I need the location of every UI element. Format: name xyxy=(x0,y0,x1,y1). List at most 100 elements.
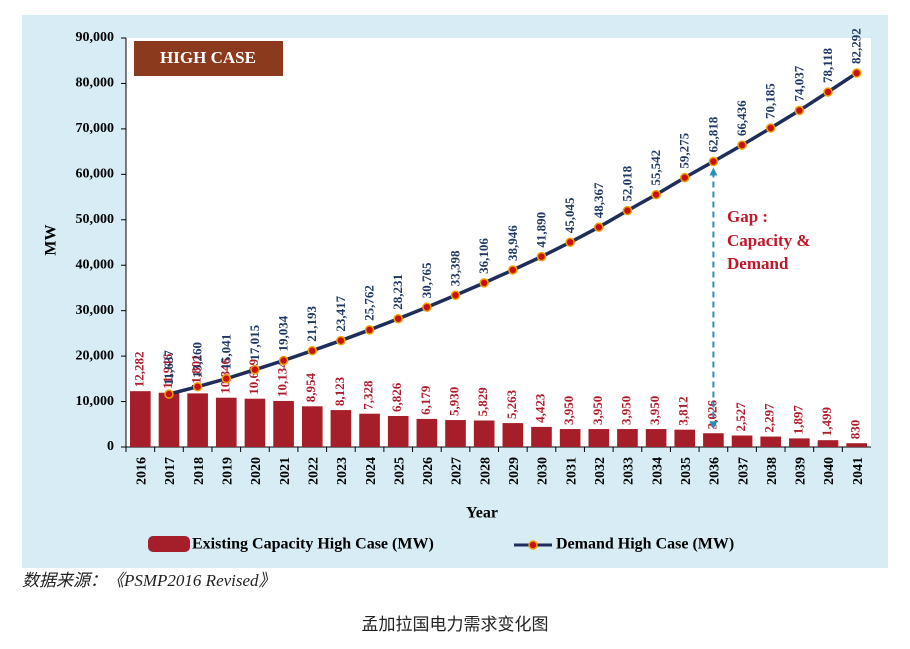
bar xyxy=(416,418,438,447)
line-value-label: 41,890 xyxy=(533,212,548,248)
x-tick-label: 2032 xyxy=(593,457,608,485)
legend-label: Demand High Case (MW) xyxy=(556,536,734,553)
caption: 孟加拉国电力需求变化图 xyxy=(362,615,549,635)
legend-swatch-bar xyxy=(148,536,190,552)
bar xyxy=(588,429,610,447)
x-tick-label: 2027 xyxy=(450,457,465,485)
line-value-label: 38,946 xyxy=(505,225,520,261)
bar-value-label: 3,950 xyxy=(618,396,633,425)
bar xyxy=(617,429,638,447)
x-tick-label: 2023 xyxy=(335,457,350,485)
x-tick-label: 2030 xyxy=(536,457,551,485)
bar xyxy=(301,406,323,447)
bar xyxy=(559,429,581,447)
line-marker xyxy=(250,364,260,375)
x-tick-label: 2019 xyxy=(221,457,236,485)
line-marker xyxy=(594,222,604,232)
source: 数据来源：《PSMP2016 Revised》 xyxy=(22,571,276,590)
bar-value-label: 2,297 xyxy=(762,403,777,433)
x-tick-label: 2031 xyxy=(564,457,579,485)
bar-value-label: 1,499 xyxy=(819,406,834,436)
bar xyxy=(531,426,552,447)
line-value-label: 15,041 xyxy=(218,334,233,370)
line-marker xyxy=(393,313,403,324)
bar xyxy=(817,440,839,447)
x-tick-label: 2034 xyxy=(650,457,665,485)
line-value-label: 48,367 xyxy=(591,182,606,218)
y-tick-label: 20,000 xyxy=(76,348,115,363)
bar-value-label: 4,423 xyxy=(532,393,547,423)
bar-value-label: 10,134 xyxy=(275,361,290,397)
y-tick-label: 30,000 xyxy=(76,303,115,318)
line-value-label: 59,275 xyxy=(677,132,692,168)
bar-value-label: 10,629 xyxy=(246,358,261,394)
x-tick-label: 2041 xyxy=(851,457,866,485)
x-tick-label: 2037 xyxy=(736,457,751,485)
x-tick-label: 2039 xyxy=(794,457,809,485)
x-tick-label: 2036 xyxy=(708,457,723,485)
y-axis-label: MW xyxy=(43,224,60,255)
y-tick-label: 90,000 xyxy=(76,30,115,45)
x-tick-label: 2040 xyxy=(822,457,837,485)
line-value-label: 82,292 xyxy=(849,28,864,64)
line-value-label: 78,118 xyxy=(820,47,835,83)
bar-value-label: 3,950 xyxy=(647,396,662,425)
line-marker xyxy=(508,265,518,275)
line-marker xyxy=(851,68,862,78)
bar-value-label: 3,950 xyxy=(590,396,605,425)
bar xyxy=(273,400,294,447)
gap-label: Gap : xyxy=(727,207,768,226)
line-value-label: 11,637 xyxy=(161,350,176,386)
x-axis-label: Year xyxy=(466,505,498,522)
line-marker xyxy=(479,278,489,288)
bar xyxy=(846,443,867,447)
line-value-label: 66,436 xyxy=(734,100,749,136)
annotation: HIGH CASE xyxy=(160,48,256,67)
y-tick-label: 80,000 xyxy=(76,76,115,91)
x-tick-label: 2020 xyxy=(249,457,264,485)
bar xyxy=(158,392,180,447)
line-value-label: 45,045 xyxy=(562,197,577,233)
line-marker xyxy=(192,381,203,392)
x-tick-label: 2016 xyxy=(135,457,150,485)
line-marker xyxy=(680,172,690,183)
bar-value-label: 11,946 xyxy=(160,353,175,389)
annotation-box xyxy=(134,41,283,76)
bar xyxy=(244,398,266,447)
line-value-label: 25,762 xyxy=(362,285,377,321)
line-value-label: 52,018 xyxy=(619,165,634,201)
bar xyxy=(130,391,151,447)
line-value-label: 70,185 xyxy=(763,83,778,119)
bar-value-label: 11,801 xyxy=(189,354,204,389)
bar-value-label: 3,026 xyxy=(704,399,719,429)
y-tick-label: 40,000 xyxy=(76,257,115,272)
line-value-label: 28,231 xyxy=(390,274,405,310)
x-tick-label: 2024 xyxy=(364,457,379,485)
x-tick-label: 2033 xyxy=(622,457,637,485)
bar xyxy=(187,393,208,447)
line-value-label: 36,106 xyxy=(476,238,491,274)
line-marker xyxy=(765,123,776,133)
gap-label: Demand xyxy=(727,254,789,273)
x-tick-label: 2018 xyxy=(192,457,207,485)
line-value-label: 33,398 xyxy=(448,250,463,286)
line-value-label: 23,417 xyxy=(333,295,348,331)
plot-area xyxy=(126,38,871,447)
bar-value-label: 3,812 xyxy=(676,396,691,425)
bar-value-label: 5,263 xyxy=(504,389,519,419)
line-marker xyxy=(278,355,289,366)
bar-value-label: 8,123 xyxy=(332,376,347,406)
bar xyxy=(645,429,667,447)
y-tick-label: 50,000 xyxy=(76,212,115,227)
y-tick-label: 0 xyxy=(107,439,114,454)
line-value-label: 55,542 xyxy=(648,150,663,186)
bar-value-label: 7,328 xyxy=(361,380,376,410)
bar-value-label: 830 xyxy=(848,420,863,440)
line-value-label: 13,260 xyxy=(190,342,205,378)
line-marker xyxy=(307,345,317,356)
line-value-label: 19,034 xyxy=(276,315,291,351)
x-tick-label: 2028 xyxy=(478,457,493,485)
line-marker xyxy=(794,105,805,116)
x-tick-label: 2021 xyxy=(278,457,293,485)
